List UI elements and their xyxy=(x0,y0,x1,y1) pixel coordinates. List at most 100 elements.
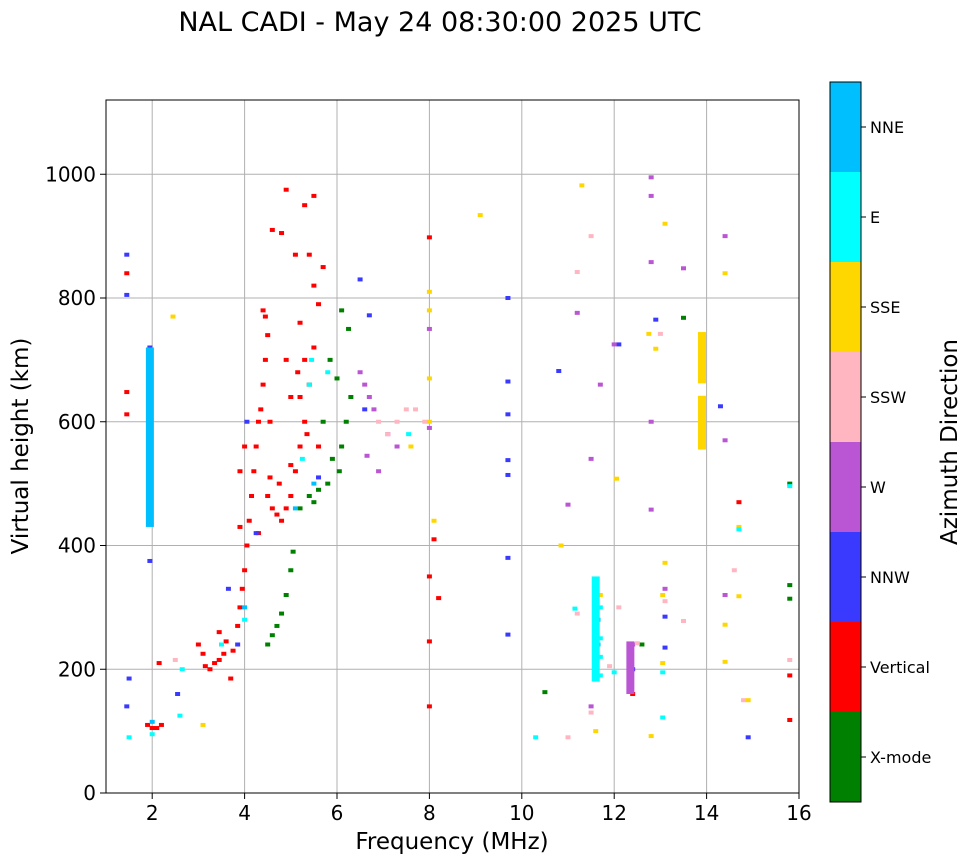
data-point-sse xyxy=(597,593,603,597)
data-point-sse xyxy=(722,622,728,627)
data-point-nnw xyxy=(235,642,241,647)
data-point-vertical xyxy=(297,320,303,325)
data-point-nnw xyxy=(505,412,511,417)
data-point-ssw xyxy=(422,419,428,424)
data-point-w xyxy=(574,310,580,315)
data-point-vertical xyxy=(200,651,206,656)
data-point-vertical xyxy=(124,271,130,276)
data-point-x-mode xyxy=(269,633,275,638)
data-point-sse xyxy=(736,524,742,529)
data-point-vertical xyxy=(242,568,248,573)
data-point-vertical xyxy=(316,444,322,449)
data-point-vertical xyxy=(221,651,227,656)
x-tick-label: 2 xyxy=(146,801,159,825)
data-point-x-mode xyxy=(329,456,335,461)
data-point-w xyxy=(611,342,617,347)
data-point-sse xyxy=(660,593,666,597)
data-point-vertical xyxy=(235,623,241,628)
data-point-vertical xyxy=(292,469,298,474)
data-point-vertical xyxy=(283,506,289,511)
data-point-e xyxy=(597,605,603,610)
y-tick-label: 1000 xyxy=(45,162,96,186)
x-tick-label: 4 xyxy=(238,801,251,825)
data-point-nnw xyxy=(505,379,511,384)
data-point-nnw xyxy=(244,419,250,424)
data-point-x-mode xyxy=(279,611,285,616)
data-point-sse xyxy=(426,289,432,294)
data-point-w xyxy=(565,502,571,507)
data-point-ssw xyxy=(376,419,382,424)
data-point-w xyxy=(426,326,432,331)
data-point-ssw xyxy=(741,698,747,703)
data-point-sse xyxy=(745,698,751,703)
data-point-ssw xyxy=(634,641,640,646)
data-point-x-mode xyxy=(542,690,548,695)
data-point-vertical xyxy=(251,469,257,474)
data-point-sse xyxy=(408,444,414,449)
x-tick-label: 8 xyxy=(423,801,436,825)
data-point-x-mode xyxy=(339,308,345,313)
data-point-nnw xyxy=(662,614,668,619)
data-point-vertical xyxy=(216,657,222,662)
data-point-nnw xyxy=(366,313,372,318)
data-point-x-mode xyxy=(311,500,317,505)
data-point-w xyxy=(426,425,432,430)
data-point-nne xyxy=(311,481,317,486)
data-point-vertical xyxy=(276,481,282,486)
data-point-vertical xyxy=(216,630,222,635)
data-point-ssw xyxy=(403,407,409,412)
colorbar-category-label: Vertical xyxy=(870,658,930,677)
data-point-x-mode xyxy=(681,315,686,320)
data-point-nnw xyxy=(225,586,231,591)
data-point-e xyxy=(309,357,315,362)
data-point-vertical xyxy=(288,395,294,399)
data-point-e xyxy=(177,713,183,718)
data-point-w xyxy=(722,438,728,443)
data-point-vertical xyxy=(283,187,289,192)
colorbar-swatch xyxy=(830,172,861,262)
x-axis-label: Frequency (MHz) xyxy=(355,829,548,855)
data-point-nnw xyxy=(253,531,259,536)
data-point-w xyxy=(648,193,654,198)
data-point-vertical xyxy=(302,419,308,424)
data-point-vertical xyxy=(304,432,310,437)
data-point-w xyxy=(371,407,377,412)
data-point-w xyxy=(357,370,363,375)
data-point-ssw xyxy=(607,664,613,669)
data-point-w xyxy=(648,507,654,512)
data-point-sse xyxy=(614,476,620,481)
data-point-nnw xyxy=(505,555,511,560)
data-point-vertical xyxy=(246,518,252,523)
data-point-vertical xyxy=(223,639,229,644)
data-segment-e xyxy=(591,576,600,682)
x-tick-label: 12 xyxy=(601,801,626,825)
data-point-nnw xyxy=(362,407,368,412)
data-point-w xyxy=(364,453,370,458)
data-point-w xyxy=(681,266,686,271)
colorbar-swatch xyxy=(830,712,861,802)
data-point-nnw xyxy=(556,369,562,374)
data-point-ssw xyxy=(385,432,391,437)
data-point-vertical xyxy=(265,333,271,338)
data-point-w xyxy=(376,469,382,474)
data-point-sse xyxy=(653,346,659,351)
colorbar-label: Azimuth Direction xyxy=(937,339,963,545)
colorbar: X-mode Vertical NNW W SSW SSE E NNE xyxy=(829,81,931,803)
data-point-sse xyxy=(579,183,585,188)
data-point-nnw xyxy=(126,676,132,681)
colorbar-category-label: NNE xyxy=(870,118,904,137)
data-point-vertical xyxy=(249,494,255,498)
data-point-ssw xyxy=(588,234,594,239)
data-point-vertical xyxy=(292,252,298,257)
data-point-vertical xyxy=(267,475,273,480)
data-point-sse xyxy=(558,543,564,548)
data-point-vertical xyxy=(149,726,155,731)
colorbar-category-label: NNW xyxy=(870,568,910,587)
data-point-nnw xyxy=(616,342,622,347)
data-point-ssw xyxy=(681,618,686,623)
data-point-x-mode xyxy=(639,642,645,647)
data-point-nnw xyxy=(505,472,511,477)
x-tick-label: 14 xyxy=(694,801,719,825)
data-point-ssw xyxy=(787,657,793,662)
data-segment-sse xyxy=(697,395,706,450)
